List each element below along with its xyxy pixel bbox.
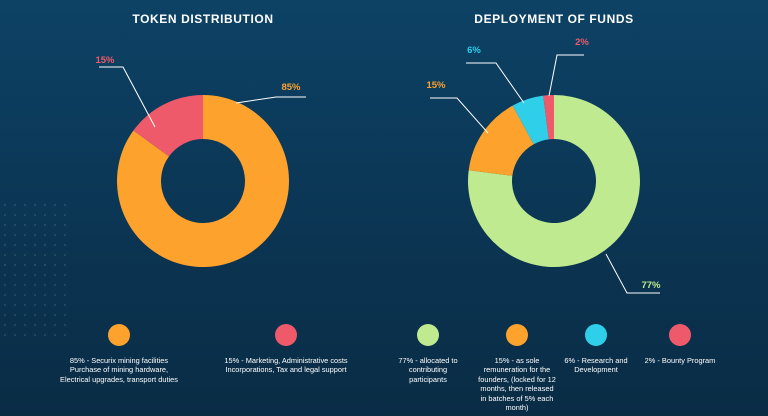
chart-0-callout-line-0 <box>235 96 306 104</box>
legend-text: 15% - Marketing, Administrative costs In… <box>224 356 348 375</box>
chart-1-callout-line-0 <box>605 253 660 294</box>
legend-item-1-1: 15% - as sole remuneration for the found… <box>478 324 556 412</box>
chart-1-callout-line-2 <box>466 62 525 104</box>
chart-1-data-label-3: 2% <box>575 37 589 48</box>
chart-1-slice-0 <box>468 95 640 267</box>
deployment-of-funds-title: DEPLOYMENT OF FUNDS <box>474 12 634 26</box>
chart-0-callout-line-1 <box>99 66 156 128</box>
legend-text: 77% - allocated to contributing particip… <box>398 356 458 384</box>
legend-text: 85% - Securix mining facilities Purchase… <box>60 356 178 384</box>
legend-text: 15% - as sole remuneration for the found… <box>478 356 556 413</box>
legend-swatch <box>417 324 439 346</box>
chart-1-slice-2 <box>512 95 549 145</box>
chart-1-data-label-2: 6% <box>467 45 481 56</box>
chart-1-data-label-1: 15% <box>426 80 446 91</box>
legend-item-0-0: 85% - Securix mining facilities Purchase… <box>54 324 184 384</box>
legend-item-1-3: 2% - Bounty Program <box>641 324 719 365</box>
chart-1-callout-line-1 <box>430 97 489 134</box>
chart-1-slice-3 <box>543 95 554 140</box>
legend-item-1-2: 6% - Research and Development <box>557 324 635 375</box>
legend-item-0-1: 15% - Marketing, Administrative costs In… <box>221 324 351 375</box>
legend-swatch <box>669 324 691 346</box>
token-distribution-title: TOKEN DISTRIBUTION <box>132 12 274 26</box>
chart-1-data-label-0: 77% <box>641 280 661 291</box>
legend-swatch <box>506 324 528 346</box>
chart-0-data-label-0: 85% <box>281 82 301 93</box>
legend-item-1-0: 77% - allocated to contributing particip… <box>389 324 467 384</box>
legend-swatch <box>275 324 297 346</box>
background-dot-pattern <box>0 200 70 340</box>
legend-swatch <box>585 324 607 346</box>
chart-0-data-label-1: 15% <box>95 55 115 66</box>
legend-text: 6% - Research and Development <box>564 356 628 375</box>
chart-1-slice-1 <box>468 105 534 176</box>
chart-1-callout-line-3 <box>548 54 584 97</box>
legend-swatch <box>108 324 130 346</box>
chart-0-slice-1 <box>133 95 203 157</box>
legend-text: 2% - Bounty Program <box>644 356 716 365</box>
chart-0-slice-0 <box>117 95 290 268</box>
